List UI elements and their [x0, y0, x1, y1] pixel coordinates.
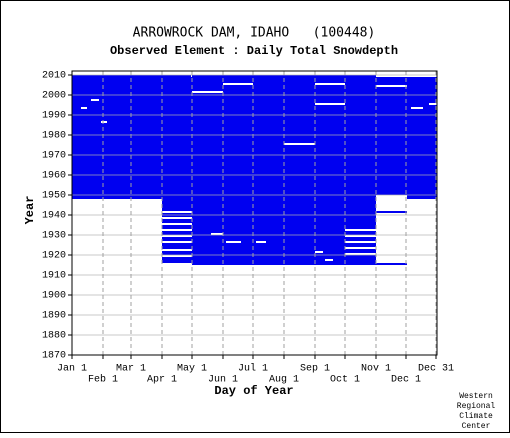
missing-block [411, 107, 423, 109]
y-tick-label: 1980 [42, 131, 66, 142]
missing-block [162, 229, 192, 231]
credit: Regional [457, 402, 496, 411]
x-tick-label: Mar 1 [116, 364, 146, 375]
x-tick-label: May 1 [177, 364, 207, 375]
missing-block [223, 83, 253, 85]
y-tick-label: 1920 [42, 251, 66, 262]
missing-block [162, 223, 192, 225]
missing-block [211, 233, 223, 235]
y-tick-label: 1960 [42, 171, 66, 182]
missing-block [345, 235, 376, 237]
y-tick-label: 1880 [42, 331, 66, 342]
missing-block [284, 143, 315, 145]
missing-block [162, 211, 192, 213]
x-tick-label: Sep 1 [300, 364, 330, 375]
y-tick-label: 1970 [42, 151, 66, 162]
chart-title: ARROWROCK DAM, IDAHO (100448) [133, 26, 376, 41]
missing-block [81, 107, 87, 109]
missing-block [429, 103, 437, 105]
observed-block [376, 211, 407, 213]
y-tick-label: 1900 [42, 291, 66, 302]
missing-block [315, 83, 345, 85]
missing-block [256, 241, 266, 243]
credit: Center [462, 422, 491, 431]
missing-block [162, 255, 192, 257]
missing-block [162, 217, 192, 219]
missing-block [101, 121, 107, 123]
x-tick-label: Apr 1 [147, 375, 177, 386]
missing-block [376, 85, 407, 87]
missing-block [162, 235, 192, 237]
y-axis-label: Year [23, 196, 37, 225]
y-tick-label: 2010 [42, 71, 66, 82]
x-tick-label: Oct 1 [330, 375, 360, 386]
credit: Western [459, 392, 493, 401]
y-tick-label: 2000 [42, 91, 66, 102]
y-tick-label: 1890 [42, 311, 66, 322]
y-tick-label: 1930 [42, 231, 66, 242]
y-tick-label: 1950 [42, 191, 66, 202]
missing-block [315, 103, 345, 105]
credit: Climate [459, 412, 493, 421]
x-tick-label: Nov 1 [361, 364, 391, 375]
missing-block [345, 253, 376, 255]
missing-block [376, 195, 407, 199]
missing-block [162, 241, 192, 243]
missing-block [162, 249, 192, 251]
missing-block [345, 241, 376, 243]
x-tick-label: Jul 1 [238, 363, 268, 375]
y-tick-label: 1990 [42, 111, 66, 122]
y-tick-label: 1940 [42, 211, 66, 222]
chart-subtitle: Observed Element : Daily Total Snowdepth [110, 44, 398, 58]
y-tick-label: 1910 [42, 271, 66, 282]
x-tick-label: Dec 1 [391, 375, 421, 386]
missing-block [345, 229, 376, 231]
plot-frame [71, 70, 438, 356]
observed-block [192, 75, 376, 77]
x-tick-label: Jun 1 [208, 375, 238, 386]
y-tick-label: 1870 [42, 351, 66, 362]
missing-block [226, 241, 241, 243]
x-tick-label: Feb 1 [88, 374, 118, 386]
observed-block [72, 75, 191, 77]
x-axis-label: Day of Year [214, 384, 293, 398]
missing-block [345, 247, 376, 249]
missing-block [315, 251, 323, 253]
x-tick-label: Aug 1 [269, 375, 299, 386]
missing-block [325, 259, 333, 261]
observed-block [376, 263, 407, 265]
x-tick-label: Jan 1 [57, 364, 87, 375]
missing-block [192, 91, 223, 93]
missing-block [91, 99, 99, 101]
x-tick-label: Dec 31 [418, 364, 454, 375]
